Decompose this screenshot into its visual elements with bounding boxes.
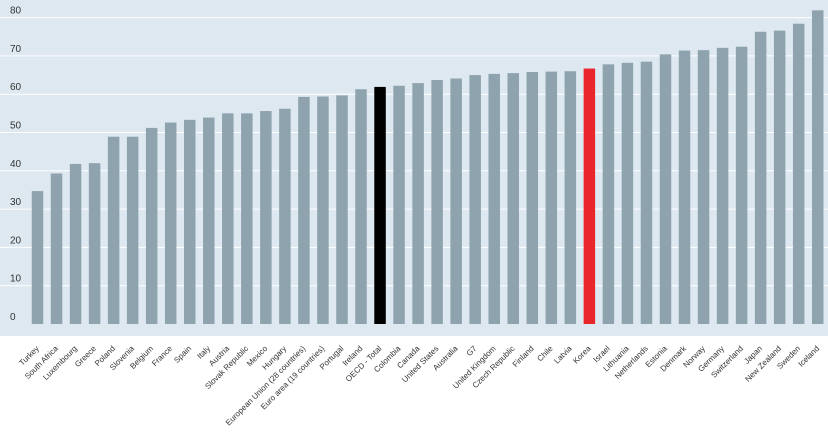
bars [31,10,824,325]
y-tick-label: 0 [10,312,16,323]
bar-estonia [659,54,672,325]
bar-australia [450,78,462,324]
bar-ireland [355,89,367,324]
bar-south-africa [50,173,63,324]
bar-france [164,122,177,324]
bar-united-states [431,80,443,324]
bar-european-union-28-countries- [298,96,310,324]
bar-spain [183,119,196,324]
bar-united-kingdom [488,73,500,325]
bar-slovak-republic [241,113,253,324]
y-tick-label: 60 [10,82,22,93]
bar-israel [602,64,615,324]
x-tick-label: Korea [571,344,593,366]
y-axis-ticks: 0 10 20 30 40 50 60 70 80 [10,6,22,323]
y-tick-label: 50 [10,121,22,132]
bar-sweden [792,23,805,324]
bar-greece [88,163,101,324]
bar-italy [203,117,215,324]
y-tick-label: 20 [10,235,22,246]
x-tick-label: Greece [73,344,98,369]
bar-portugal [336,95,348,324]
bar-finland [526,71,539,325]
bar-lithuania [621,62,634,324]
bar-chile [545,71,558,324]
bar-new-zealand [773,30,786,325]
y-tick-label: 10 [10,274,22,285]
bar-turkey [31,191,44,324]
bar-colombia [393,85,405,325]
x-tick-label: Spain [172,344,193,365]
bar-poland [107,136,120,324]
bar-canada [412,83,424,324]
bar-euro-area-19-countries- [317,96,329,324]
x-tick-label: Iceland [797,344,822,369]
x-tick-label: Latvia [552,344,574,366]
bar-austria [222,113,234,324]
x-tick-label: France [150,344,174,368]
bar-netherlands [640,61,653,324]
bar-hungary [279,108,291,324]
bar-belgium [145,127,158,325]
bar-mexico [260,111,272,324]
bar-slovenia [126,136,139,324]
bar-korea [583,68,596,324]
bar-iceland [811,10,824,324]
y-tick-label: 80 [10,6,22,17]
y-tick-label: 30 [10,197,22,208]
bar-luxembourg [69,163,82,324]
y-tick-label: 40 [10,159,22,170]
x-tick-label: G7 [465,344,479,358]
bar-oecd-total [374,86,386,324]
bar-latvia [564,71,577,324]
x-tick-label: Finland [511,344,536,369]
bar-denmark [678,50,691,324]
bar-czech-republic [507,73,519,324]
bar-g7 [469,75,481,324]
bar-germany [716,47,729,325]
bar-japan [754,31,767,325]
y-tick-label: 70 [10,44,22,55]
bar-norway [697,50,710,325]
bar-switzerland [735,46,748,325]
